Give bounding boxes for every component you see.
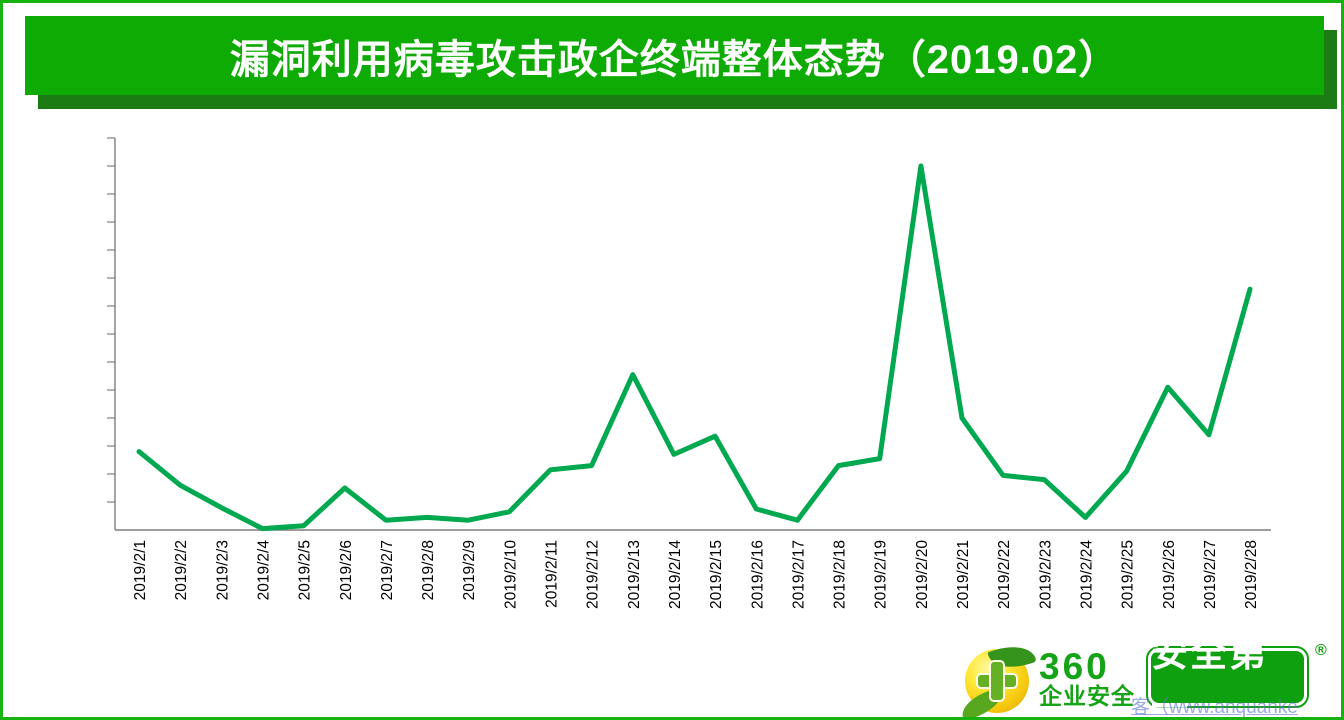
x-axis-label: 2019/2/13 bbox=[626, 540, 643, 609]
360-logo-sphere-icon bbox=[957, 638, 1037, 717]
x-axis-label: 2019/2/20 bbox=[914, 540, 931, 609]
x-axis-label: 2019/2/5 bbox=[297, 540, 314, 600]
x-axis-label: 2019/2/22 bbox=[996, 540, 1013, 609]
title-banner: 漏洞利用病毒攻击政企终端整体态势（2019.02） bbox=[25, 16, 1324, 95]
x-axis-label: 2019/2/7 bbox=[379, 540, 396, 600]
x-axis-label: 2019/2/28 bbox=[1243, 540, 1260, 609]
brand-enterprise-security-text: 企业安全 bbox=[1039, 683, 1135, 709]
registered-trademark-icon: ® bbox=[1315, 642, 1327, 659]
trend-line bbox=[136, 163, 1253, 532]
cross-icon bbox=[978, 662, 1016, 700]
x-axis-label: 2019/2/9 bbox=[461, 540, 478, 600]
x-axis-label: 2019/2/15 bbox=[708, 540, 725, 609]
x-axis-label: 2019/2/25 bbox=[1120, 540, 1137, 609]
x-axis-label: 2019/2/14 bbox=[667, 540, 684, 609]
x-axis-label: 2019/2/1 bbox=[132, 540, 149, 600]
x-axis-label: 2019/2/24 bbox=[1078, 540, 1095, 609]
x-axis-label: 2019/2/19 bbox=[873, 540, 890, 609]
x-axis-label: 2019/2/12 bbox=[585, 540, 602, 609]
anquanke-watermark: 客（www.anquanke bbox=[1131, 697, 1298, 718]
x-axis-label: 2019/2/16 bbox=[749, 540, 766, 609]
trend-chart: 2019/2/1 2019/2/2 2019/2/3 2019/2/4 2019/2/5… bbox=[107, 137, 1271, 609]
page-title: 漏洞利用病毒攻击政企终端整体态势（2019.02） bbox=[229, 37, 1120, 82]
x-axis-label: 2019/2/10 bbox=[502, 540, 519, 609]
x-axis-label: 2019/2/23 bbox=[1037, 540, 1054, 609]
x-axis-label: 2019/2/11 bbox=[544, 540, 561, 608]
brand-360-text: 360 bbox=[1039, 646, 1110, 687]
x-axis-label: 2019/2/4 bbox=[255, 540, 272, 601]
x-axis-label: 2019/2/6 bbox=[338, 540, 355, 600]
x-axis-label: 2019/2/8 bbox=[420, 540, 437, 600]
x-axis-label: 2019/2/21 bbox=[955, 540, 972, 609]
x-axis-label: 2019/2/27 bbox=[1202, 540, 1219, 609]
x-axis-label: 2019/2/2 bbox=[173, 540, 190, 600]
x-axis-label: 2019/2/18 bbox=[832, 540, 849, 609]
x-axis-label: 2019/2/3 bbox=[214, 540, 231, 600]
safety-first-badge: 安全第一 bbox=[1146, 633, 1309, 717]
safety-first-badge-text: 安全第一 bbox=[1151, 633, 1304, 717]
x-axis-label: 2019/2/26 bbox=[1161, 540, 1178, 609]
x-axis-label: 2019/2/17 bbox=[790, 540, 807, 609]
